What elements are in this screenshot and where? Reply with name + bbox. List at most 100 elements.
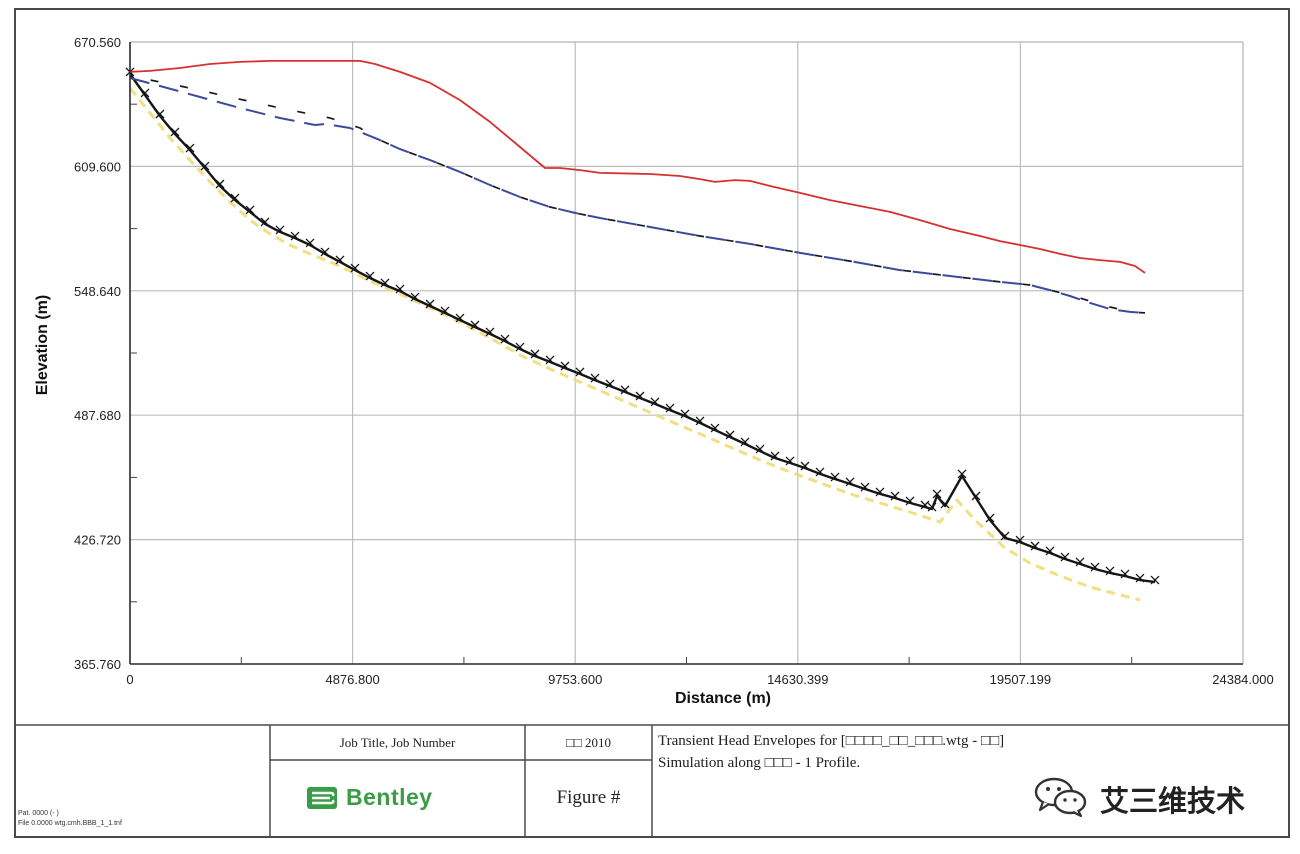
profile-point-marker [335,255,345,265]
profile-point-marker [230,193,240,203]
profile-point-marker [725,430,735,440]
profile-point-marker [455,313,465,323]
profile-point-marker [1135,573,1145,583]
profile-point-marker [890,491,900,501]
x-tick-label: 9753.600 [548,672,602,687]
profile-point-marker [365,271,375,281]
profile-point-marker [515,342,525,352]
profile-point-marker [830,472,840,482]
profile-point-marker [290,231,300,241]
profile-point-marker [680,409,690,419]
profile-point-marker [740,437,750,447]
profile-point-marker [545,355,555,365]
profile-point-marker [860,482,870,492]
profile-point-marker [1105,566,1115,576]
profile-point-marker [140,88,150,98]
tick-layer: 0 4876.800 9753.600 14630.399 19507.199 24384… [74,35,1274,687]
x-tick-label: 4876.800 [325,672,379,687]
file-info-line2: File 0.0000 wtg.cmh.BBB_1_1.tnf [18,820,122,827]
profile-point-marker [350,263,360,273]
black-marked-profile-line [129,73,1156,584]
profile-point-marker [170,127,180,137]
profile-point-marker [215,179,225,189]
profile-point-marker [971,491,981,501]
profile-point-marker [440,306,450,316]
x-tick-label: 0 [126,672,133,687]
bentley-logo-text: Bentley [346,784,433,810]
profile-point-marker [710,423,720,433]
y-tick-label: 426.720 [74,533,121,548]
plot-border [130,41,1244,664]
profile-point-marker [605,379,615,389]
profile-point-marker [500,334,510,344]
profile-point-marker [1045,546,1055,556]
profile-point-marker [770,451,780,461]
profile-point-marker [957,469,967,479]
y-tick-label: 487.680 [74,408,121,423]
profile-point-marker [1150,575,1160,585]
y-tick-label: 365.760 [74,657,121,672]
profile-point-marker [470,320,480,330]
profile-point-marker [800,461,810,471]
profile-point-marker [905,496,915,506]
profile-point-marker [620,385,630,395]
profile-point-marker [665,403,675,413]
profile-point-marker [650,397,660,407]
profile-point-marker [932,489,942,499]
profile-point-marker [410,292,420,302]
profile-point-marker [815,467,825,477]
figure-subtitle: Simulation along □□□ - 1 Profile. [658,755,861,771]
wechat-icon [1034,777,1087,818]
profile-point-marker [635,391,645,401]
y-tick-label: 670.560 [74,35,121,50]
profile-point-marker [1090,562,1100,572]
profile-point-marker [695,416,705,426]
profile-point-marker [305,238,315,248]
bentley-logo-icon [307,786,337,809]
x-tick-label: 14630.399 [767,672,828,687]
axes [129,42,1243,665]
grid-layer [130,42,1243,664]
profile-point-marker [940,499,950,509]
profile-point-marker [785,456,795,466]
profile-point-marker [395,284,405,294]
profile-point-marker [425,299,435,309]
profile-point-marker [485,327,495,337]
figure-title: Transient Head Envelopes for [□□□□_□□_□□… [658,733,1005,749]
series-layer [125,60,1160,602]
profile-point-marker [920,500,930,510]
profile-point-marker [590,373,600,383]
profile-point-marker [155,109,165,119]
job-title-cell: Job Title, Job Number [339,735,456,750]
profile-point-marker [200,161,210,171]
profile-point-marker [245,205,255,215]
profile-point-marker [185,143,195,153]
profile-point-marker [927,502,937,512]
profile-point-marker [260,217,270,227]
profile-point-marker [1060,552,1070,562]
x-axis-title: Distance (m) [675,690,771,707]
watermark-text: 艾三维技术 [1100,784,1246,818]
profile-point-marker [320,247,330,257]
black-dashed-hgl-line [129,75,1146,314]
yellow-dashed-line [128,87,1141,602]
file-info-line1: Pat. 0000 (- ) [18,810,59,817]
date-cell: □□ 2010 [566,735,611,750]
profile-point-marker [1015,535,1025,545]
figure-frame [14,8,1290,838]
profile-point-marker [1120,569,1130,579]
x-tick-label: 19507.199 [990,672,1051,687]
profile-point-marker [985,513,995,523]
profile-point-marker [1075,557,1085,567]
profile-point-marker [875,487,885,497]
file-info: Pat. 0000 (- ) File 0.0000 wtg.cmh.BBB_1… [18,809,122,829]
y-tick-label: 548.640 [74,284,121,299]
profile-point-marker [755,444,765,454]
profile-point-marker [275,225,285,235]
profile-point-marker [1000,531,1010,541]
profile-point-marker [530,349,540,359]
title-block-grid [15,724,1289,837]
y-axis-title: Elevation (m) [34,295,51,395]
profile-point-marker [1030,541,1040,551]
